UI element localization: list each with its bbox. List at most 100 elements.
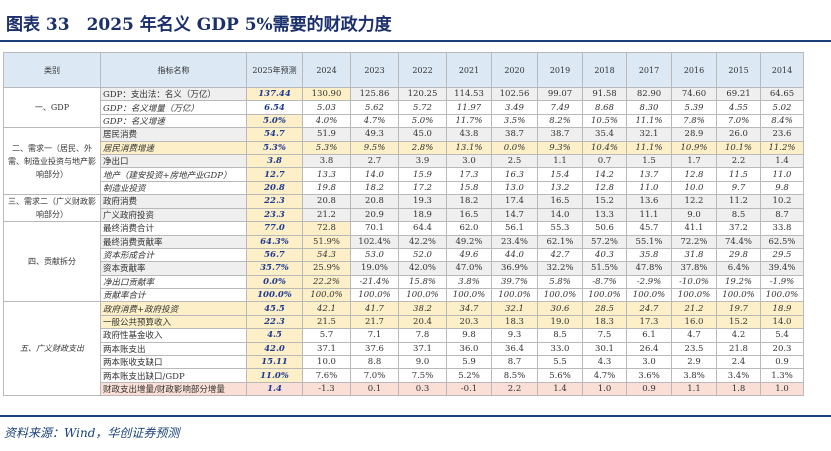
forecast-cell: 42.0: [246, 341, 303, 357]
category-cell: 三、需求二（广义财政影响部分）: [3, 194, 101, 223]
value-cell: 23.6: [760, 127, 804, 142]
value-cell: 21.5: [302, 314, 351, 330]
value-cell: 20.8: [302, 194, 351, 209]
value-cell: 1.3%: [760, 368, 804, 383]
value-cell: 12.8: [671, 167, 717, 182]
indicator-name: 资本贡献率: [100, 261, 247, 276]
value-cell: 11.2%: [760, 140, 804, 155]
value-cell: 18.9: [760, 301, 804, 316]
value-cell: 10.9%: [671, 140, 717, 155]
value-cell: 18.3: [582, 314, 627, 330]
table-row: 一般公共预算收入 22.3 21.5 21.7 20.4 20.3 18.3 19.0 18.3…: [4, 314, 804, 330]
indicator-name: 两本账支出: [100, 341, 247, 357]
indicator-name: 政府消费: [100, 194, 247, 209]
value-cell: 42.7: [537, 247, 583, 263]
forecast-cell: 22.3: [246, 194, 303, 209]
value-cell: 18.2: [350, 180, 399, 196]
value-cell: 5.4: [760, 328, 804, 343]
value-cell: 20.3: [760, 341, 804, 357]
value-cell: 18.9: [398, 207, 447, 223]
value-cell: 100.0%: [671, 288, 717, 303]
column-header: 2014: [760, 52, 804, 88]
value-cell: 11.0: [760, 167, 804, 182]
value-cell: 10.2: [760, 194, 804, 209]
value-cell: 62.5%: [760, 234, 804, 249]
value-cell: 4.7: [671, 328, 717, 343]
forecast-cell: 45.5: [246, 301, 303, 316]
value-cell: 7.5%: [398, 368, 447, 383]
value-cell: 8.7: [491, 355, 538, 370]
value-cell: 8.2%: [537, 113, 583, 129]
value-cell: 8.5: [537, 328, 583, 343]
value-cell: 32.1: [491, 301, 538, 316]
value-cell: 29.5: [760, 247, 804, 263]
value-cell: 12.2: [671, 194, 717, 209]
indicator-name: 净出口贡献率: [100, 274, 247, 290]
value-cell: 0.3: [398, 381, 447, 397]
category-cell: 二、需求一（居民、外需、制造业投资与地产影响部分）: [3, 127, 101, 196]
value-cell: 42.0%: [398, 261, 447, 276]
value-cell: 4.0%: [302, 113, 351, 129]
value-cell: 21.7: [350, 314, 399, 330]
value-cell: 9.7: [716, 180, 761, 196]
value-cell: 47.0%: [446, 261, 492, 276]
value-cell: 100.0%: [302, 288, 351, 303]
value-cell: 7.6%: [302, 368, 351, 383]
value-cell: 72.2%: [671, 234, 717, 249]
value-cell: 4.2: [716, 328, 761, 343]
value-cell: 100.0%: [760, 288, 804, 303]
value-cell: 50.6: [582, 221, 627, 236]
value-cell: 9.0: [398, 355, 447, 370]
indicator-name: 政府性基金收入: [100, 328, 247, 343]
value-cell: 7.0%: [350, 368, 399, 383]
value-cell: 54.3: [302, 247, 351, 263]
value-cell: 3.8%: [446, 274, 492, 290]
table-row: 政府性基金收入 4.5 5.7 7.1 7.8 9.8 9.3 8.5 7.5 6.1 4.7 4.2…: [4, 328, 804, 343]
value-cell: 5.2%: [446, 368, 492, 383]
value-cell: 15.2: [582, 194, 627, 209]
value-cell: 3.49: [491, 100, 538, 115]
value-cell: 49.3: [350, 127, 399, 142]
figure-title: 图表 33 2025 年名义 GDP 5%需要的财政力度: [6, 15, 392, 35]
value-cell: 0.0%: [491, 140, 538, 155]
value-cell: 74.60: [671, 86, 717, 102]
indicator-name: GDP：名义增量（万亿）: [100, 100, 247, 115]
value-cell: 72.8: [302, 221, 351, 236]
value-cell: 42.1: [302, 301, 351, 316]
value-cell: 25.9%: [302, 261, 351, 276]
value-cell: 10.0: [671, 180, 717, 196]
value-cell: 0.9: [626, 381, 672, 397]
value-cell: 23.5: [671, 341, 717, 357]
value-cell: 35.8: [626, 247, 672, 263]
value-cell: 40.3: [582, 247, 627, 263]
value-cell: 64.4: [398, 221, 447, 236]
value-cell: 17.3: [626, 314, 672, 330]
forecast-cell: 100.0%: [246, 288, 303, 303]
value-cell: 11.2: [716, 194, 761, 209]
value-cell: 19.8: [302, 180, 351, 196]
source-note: 资料来源：Wind，华创证券预测: [4, 426, 180, 440]
value-cell: 11.5: [716, 167, 761, 182]
value-cell: 11.1%: [626, 140, 672, 155]
value-cell: 9.0: [671, 207, 717, 223]
table-row: 净出口 3.8 3.8 2.7 3.9 3.0 2.5 1.1 0.7 1.5 1.7 2.2 1.4: [4, 153, 804, 169]
value-cell: 7.5: [582, 328, 627, 343]
indicator-name: 最终消费合计: [100, 221, 247, 236]
value-cell: 13.2: [537, 180, 583, 196]
value-cell: 33.8: [760, 221, 804, 236]
top-divider: [0, 40, 831, 42]
forecast-cell: 12.7: [246, 167, 303, 182]
value-cell: 3.9: [398, 153, 447, 169]
indicator-name: 财政支出增量/财政影响部分增量: [100, 381, 247, 397]
forecast-cell: 54.7: [246, 127, 303, 142]
forecast-cell: 77.0: [246, 221, 303, 236]
forecast-cell: 15.11: [246, 355, 303, 370]
value-cell: 1.4: [537, 381, 583, 397]
table-row: 二、需求一（居民、外需、制造业投资与地产影响部分） 居民消费 54.7 51.9 49.…: [3, 127, 804, 196]
value-cell: 8.7: [760, 207, 804, 223]
value-cell: 45.0: [398, 127, 447, 142]
indicator-name: 居民消费: [100, 127, 247, 142]
value-cell: 6.4%: [716, 261, 761, 276]
indicator-name: 贡献率合计: [100, 288, 247, 303]
value-cell: 17.2: [398, 180, 447, 196]
